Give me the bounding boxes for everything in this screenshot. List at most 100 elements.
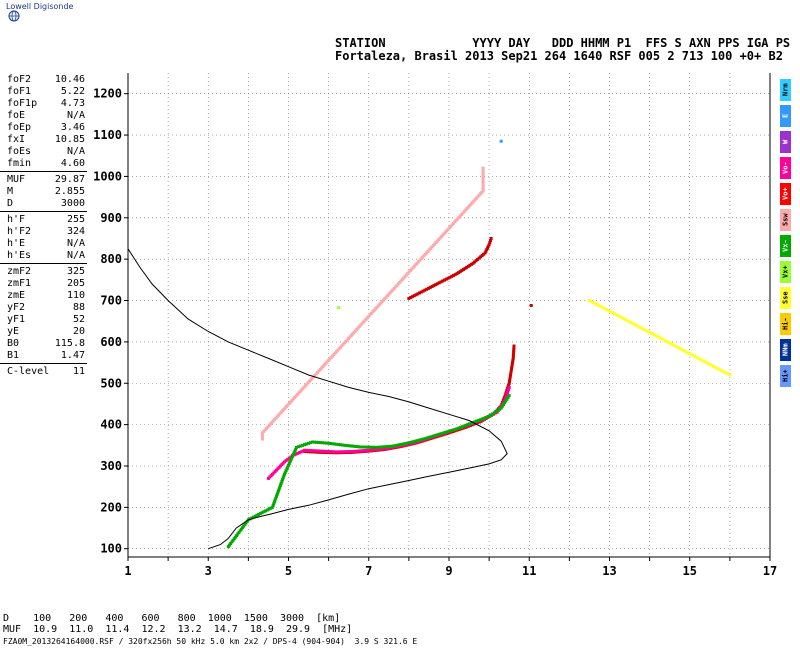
echo-point bbox=[282, 472, 286, 476]
echo-point bbox=[480, 417, 484, 421]
echo-point bbox=[233, 535, 237, 539]
echo-point bbox=[728, 373, 732, 377]
echo-point bbox=[696, 356, 700, 360]
y-tick-label: 700 bbox=[100, 294, 122, 308]
echo-point bbox=[486, 246, 490, 250]
echo-point bbox=[319, 449, 323, 453]
echo-point bbox=[415, 439, 419, 443]
echo-point bbox=[401, 442, 405, 446]
echo-point bbox=[678, 347, 682, 351]
echo-point bbox=[301, 449, 305, 453]
echo-point bbox=[673, 344, 677, 348]
echo-point bbox=[726, 372, 730, 376]
echo-point bbox=[484, 249, 488, 253]
x-tick-label: 5 bbox=[285, 564, 292, 578]
param-name: yF2 bbox=[7, 302, 26, 313]
echo-point bbox=[287, 462, 291, 466]
echo-point bbox=[447, 429, 451, 433]
echo-point bbox=[250, 516, 254, 520]
echo-point bbox=[282, 460, 286, 464]
echo-point bbox=[621, 316, 625, 320]
echo-point bbox=[280, 480, 284, 484]
echo-point bbox=[375, 445, 379, 449]
echo-point bbox=[245, 519, 249, 523]
echo-point bbox=[485, 248, 489, 252]
axes bbox=[124, 73, 771, 561]
grid bbox=[128, 73, 770, 557]
echo-point bbox=[508, 377, 512, 381]
echo-point bbox=[417, 438, 421, 442]
echo-point bbox=[489, 413, 493, 417]
echo-point bbox=[612, 312, 616, 316]
echo-point bbox=[369, 448, 373, 452]
param-value: 255 bbox=[66, 214, 85, 225]
echo-point bbox=[292, 451, 296, 455]
echo-point bbox=[437, 432, 441, 436]
param-name: h'E bbox=[7, 238, 26, 249]
echo-point bbox=[276, 491, 280, 495]
echo-point bbox=[443, 430, 447, 434]
echo-point bbox=[453, 273, 457, 277]
echo-point bbox=[291, 454, 295, 458]
echo-point bbox=[459, 425, 463, 429]
param-name: zmF2 bbox=[7, 266, 32, 277]
echo-point bbox=[506, 389, 510, 393]
echo-point bbox=[481, 185, 485, 189]
echo-point bbox=[511, 361, 515, 365]
echo-point bbox=[719, 368, 723, 372]
echo-point bbox=[698, 357, 702, 361]
echo-point bbox=[444, 277, 448, 281]
echo-point bbox=[253, 514, 257, 518]
param-value: 4.73 bbox=[60, 98, 85, 109]
echo-point bbox=[425, 436, 429, 440]
param-name: D bbox=[7, 198, 14, 209]
echo-point bbox=[481, 172, 485, 176]
echo-point bbox=[708, 363, 712, 367]
echo-point bbox=[343, 450, 347, 454]
echo-point bbox=[646, 330, 650, 334]
legend-item: Vo- bbox=[780, 157, 791, 179]
echo-point bbox=[602, 306, 606, 310]
echo-point bbox=[242, 524, 246, 528]
echo-point bbox=[476, 257, 480, 261]
echo-point bbox=[373, 445, 377, 449]
param-value: N/A bbox=[66, 110, 85, 121]
echo-point bbox=[345, 444, 349, 448]
echo-point bbox=[481, 176, 485, 180]
echo-point bbox=[589, 299, 593, 303]
echo-point bbox=[313, 440, 317, 444]
echo-point bbox=[483, 251, 487, 255]
echo-point bbox=[506, 395, 510, 399]
echo-point bbox=[476, 418, 480, 422]
echo-point bbox=[349, 450, 353, 454]
echo-point bbox=[260, 435, 264, 439]
echo-point bbox=[299, 444, 303, 448]
echo-point bbox=[317, 449, 321, 453]
param-value: 88 bbox=[72, 302, 85, 313]
echo-point bbox=[418, 291, 422, 295]
echo-point bbox=[365, 448, 369, 452]
echo-point bbox=[237, 530, 241, 534]
echo-point bbox=[311, 440, 315, 444]
echo-point bbox=[433, 434, 437, 438]
echo-point bbox=[487, 414, 491, 418]
echo-point bbox=[712, 364, 716, 368]
echo-point bbox=[307, 441, 311, 445]
echo-point bbox=[461, 267, 465, 271]
param-name: foF1 bbox=[7, 86, 32, 97]
echo-point bbox=[724, 371, 728, 375]
echo-point bbox=[379, 447, 383, 451]
echo-point bbox=[455, 427, 459, 431]
echo-point bbox=[393, 444, 397, 448]
echo-point bbox=[341, 443, 345, 447]
echo-point bbox=[634, 323, 638, 327]
echo-point bbox=[486, 244, 490, 248]
echo-point bbox=[596, 303, 600, 307]
echo-point bbox=[379, 445, 383, 449]
echo-point bbox=[367, 445, 371, 449]
echo-point bbox=[361, 445, 365, 449]
echo-point bbox=[439, 432, 443, 436]
param-value: 2.855 bbox=[54, 186, 85, 197]
echo-point bbox=[287, 456, 291, 460]
echo-point bbox=[345, 450, 349, 454]
